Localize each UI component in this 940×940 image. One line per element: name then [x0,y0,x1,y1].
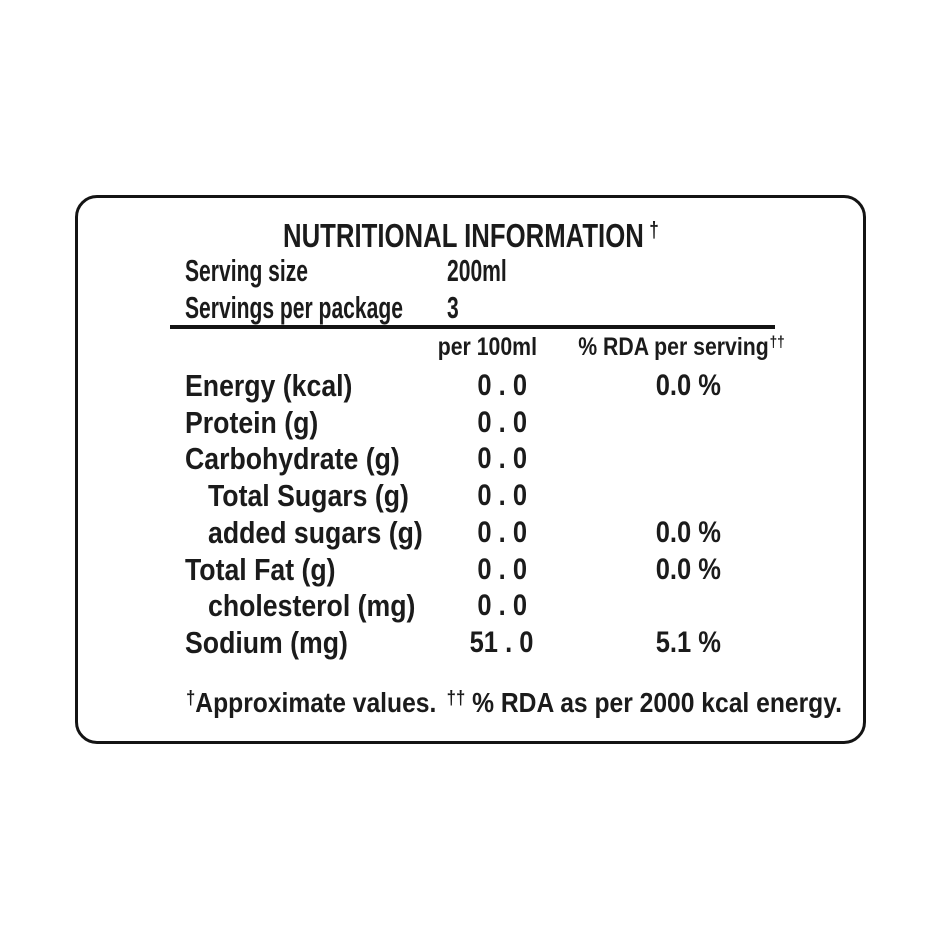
serving-size-row: Serving size 200ml [78,253,863,289]
separator-rule [170,325,775,329]
serving-size-value: 200ml [447,253,507,288]
nutrient-label: cholesterol (mg) [208,588,416,623]
amount-cell: 0 . 0 [392,588,612,624]
amount-value: 51 . 0 [470,626,534,659]
column-header-rda-wrap: % RDA per serving†† [531,332,831,366]
nutrient-label: Carbohydrate (g) [185,441,400,476]
dagger-symbol: † [648,217,659,242]
footnote-dagger: † [186,688,196,709]
amount-cell: 0 . 0 [392,515,612,551]
nutrient-row-added-sugars: added sugars (g) 0 . 0 0.0 % [78,515,863,551]
nutrient-label: Sodium (mg) [185,625,348,660]
column-header-per-100ml: per 100ml [437,333,537,361]
rda-cell [578,588,798,624]
rda-value: 5.1 % [655,626,721,659]
nutrient-label: added sugars (g) [208,515,423,550]
amount-cell: 0 . 0 [392,441,612,477]
amount-cell: 0 . 0 [392,368,612,404]
column-header-per-100ml-wrap: per 100ml [377,332,597,362]
column-header-rda: % RDA per serving†† [578,332,784,366]
amount-cell: 0 . 0 [392,552,612,588]
nutrient-row-cholesterol: cholesterol (mg) 0 . 0 [78,588,863,624]
nutrient-label-wrap: added sugars (g) [208,515,458,551]
footnote: †Approximate values. †† % RDA as per 200… [186,685,931,721]
amount-value: 0 . 0 [477,406,527,439]
nutrient-row-sodium: Sodium (mg) 51 . 0 5.1 % [78,625,863,661]
serving-size-label: Serving size [185,253,309,288]
amount-value: 0 . 0 [477,369,527,402]
nutrient-row-carbohydrate: Carbohydrate (g) 0 . 0 [78,441,863,477]
rda-cell: 0.0 % [578,515,798,551]
nutrient-row-total-sugars: Total Sugars (g) 0 . 0 [78,478,863,514]
rda-cell [578,441,798,477]
amount-cell: 51 . 0 [392,625,612,661]
rda-value: 0.0 % [655,516,721,549]
footnote-part1: Approximate values. [195,687,444,718]
servings-per-package-value: 3 [447,290,459,325]
nutrient-label-wrap: Carbohydrate (g) [185,441,435,477]
nutrient-label-wrap: Total Fat (g) [185,552,360,588]
nutrient-label-wrap: Energy (kcal) [185,368,380,404]
rda-cell: 0.0 % [578,368,798,404]
amount-value: 0 . 0 [477,553,527,586]
nutrient-label: Protein (g) [185,405,319,440]
nutrient-label: Total Fat (g) [185,552,336,587]
rda-value: 0.0 % [655,369,721,402]
nutrient-label-wrap: cholesterol (mg) [208,588,449,624]
double-dagger-symbol: †† [769,334,785,351]
amount-cell: 0 . 0 [392,405,612,441]
servings-per-package-label-wrap: Servings per package [185,290,506,326]
nutrient-row-protein: Protein (g) 0 . 0 [78,405,863,441]
nutrient-row-energy: Energy (kcal) 0 . 0 0.0 % [78,368,863,404]
footnote-double-dagger: †† [446,688,466,709]
label-title: NUTRITIONAL INFORMATION † [282,217,659,258]
amount-value: 0 . 0 [477,589,527,622]
label-title-text: NUTRITIONAL INFORMATION [282,217,644,254]
footnote-text-wrap: †Approximate values. †† % RDA as per 200… [186,685,842,725]
nutrient-label-wrap: Protein (g) [185,405,340,441]
label-title-row: NUTRITIONAL INFORMATION † [78,217,863,254]
nutrient-row-total-fat: Total Fat (g) 0 . 0 0.0 % [78,552,863,588]
nutrient-label-wrap: Sodium (mg) [185,625,374,661]
rda-cell: 5.1 % [578,625,798,661]
nutrient-label-wrap: Total Sugars (g) [208,478,442,514]
column-header-rda-text: % RDA per serving [577,333,769,361]
amount-value: 0 . 0 [477,479,527,512]
serving-size-value-wrap: 200ml [447,253,535,289]
serving-size-label-wrap: Serving size [185,253,366,289]
amount-value: 0 . 0 [477,516,527,549]
servings-per-package-row: Servings per package 3 [78,290,863,326]
footnote-part2: % RDA as per 2000 kcal energy. [465,687,842,718]
rda-cell: 0.0 % [578,552,798,588]
nutrition-label-box: NUTRITIONAL INFORMATION † Serving size 20… [75,195,866,744]
nutrient-label: Total Sugars (g) [208,478,409,513]
rda-value: 0.0 % [655,553,721,586]
servings-per-package-label: Servings per package [185,290,403,325]
amount-value: 0 . 0 [477,442,527,475]
amount-cell: 0 . 0 [392,478,612,514]
servings-per-package-value-wrap: 3 [447,290,464,326]
rda-cell [578,478,798,514]
nutrient-label: Energy (kcal) [185,368,353,403]
rda-cell [578,405,798,441]
column-header-row: per 100ml % RDA per serving†† [78,332,863,362]
